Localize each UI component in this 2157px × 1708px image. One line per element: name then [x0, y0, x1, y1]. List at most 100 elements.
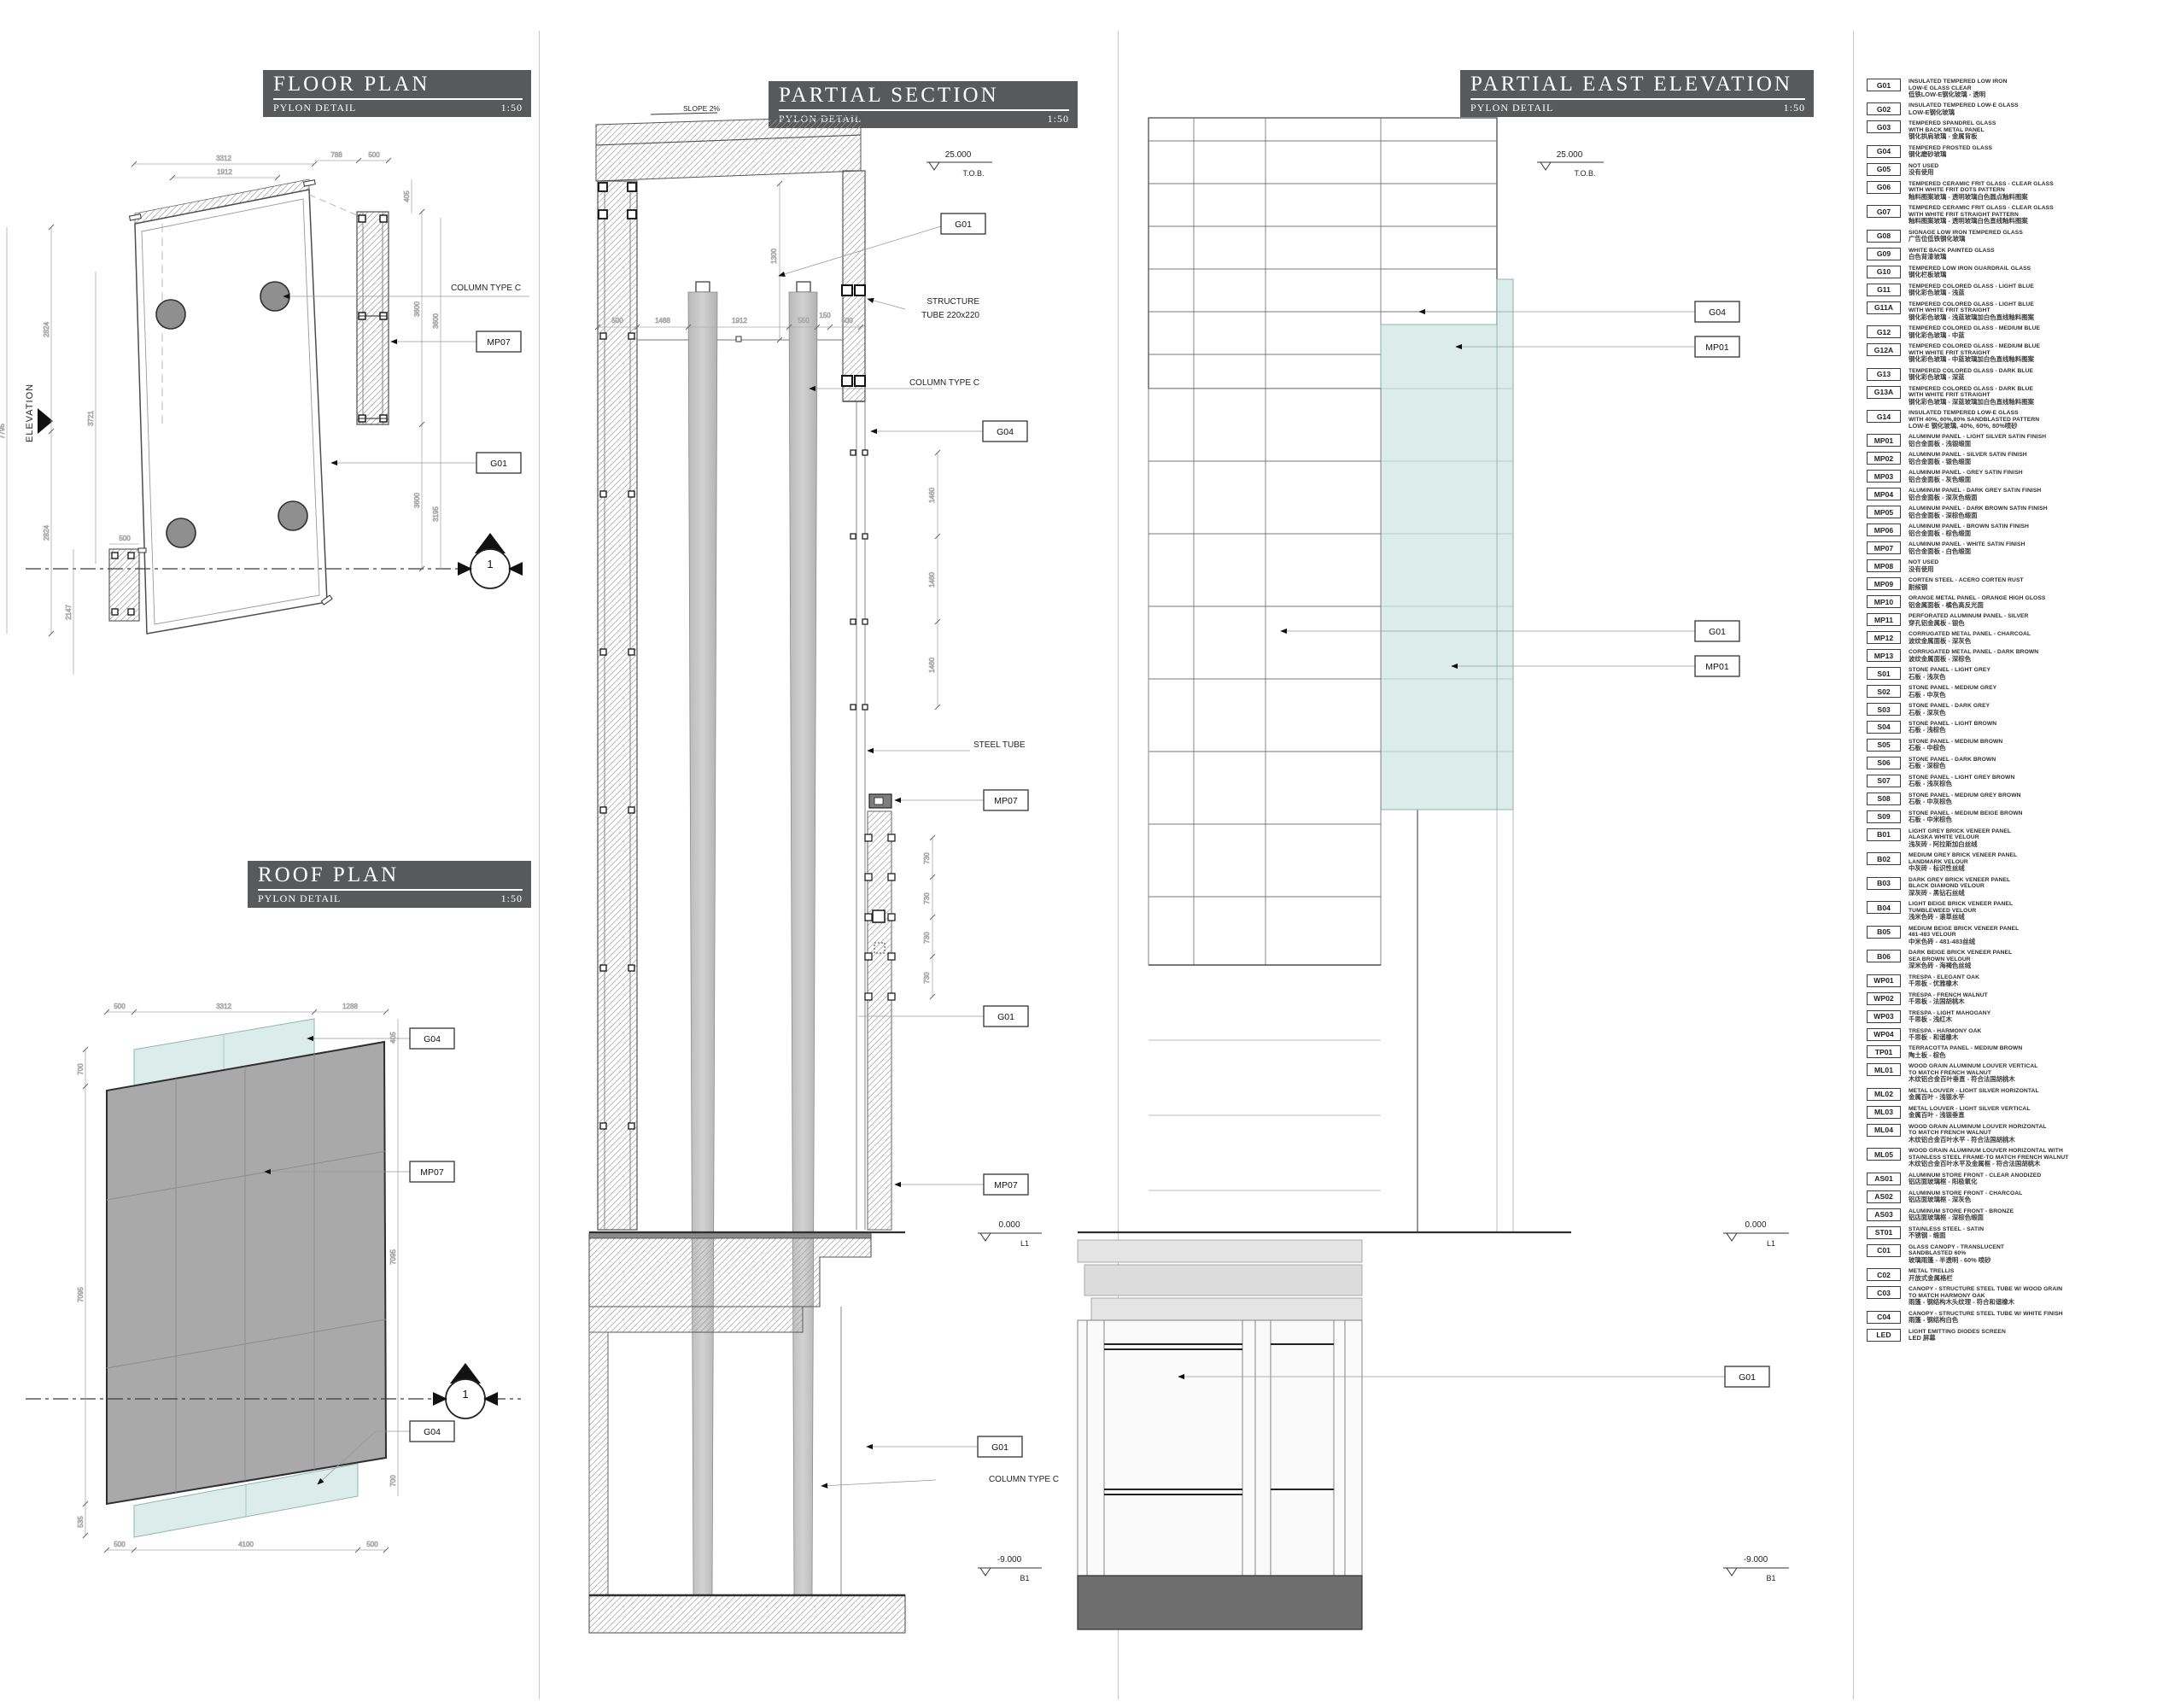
legend-entry-en-line: LIGHT EMITTING DIODES SCREEN	[1909, 1328, 2006, 1335]
section-ground-slab	[588, 1231, 905, 1333]
legend-entry-en-line: ALUMINUM PANEL - WHITE SATIN FINISH	[1909, 541, 2025, 548]
legend-entry-cn-line: 雨篷 - 钢结构白色	[1909, 1316, 1959, 1325]
legend-entry-cn-line: 波纹金属面板 - 深棕色	[1909, 654, 1972, 663]
legend-code: AS01	[1867, 1172, 1901, 1185]
legend-entry: G03 TEMPERED SPANDREL GLASS WITH BACK META…	[1867, 120, 2148, 141]
svg-text:1460: 1460	[928, 572, 936, 588]
legend-entry-en-line: TO MATCH FRENCH WALNUT	[1909, 1069, 1992, 1076]
legend-entry-cn-line: 耐候钢	[1909, 582, 1928, 591]
legend-entry: G06 TEMPERED CERAMIC FRIT GLASS - CLEAR G…	[1867, 180, 2148, 202]
legend-entry-text: METAL LOUVER - LIGHT SILVER HORIZONTAL 金属…	[1909, 1088, 2039, 1102]
legend-code: G09	[1867, 247, 1901, 260]
svg-text:500: 500	[366, 1541, 378, 1548]
legend-entry-en-line: STONE PANEL - LIGHT GREY BROWN	[1909, 774, 2015, 781]
legend-entry-cn-line: 千思板 - 浅红木	[1909, 1015, 1952, 1024]
panel-divider	[1853, 31, 1854, 1699]
legend-code: ML01	[1867, 1063, 1901, 1077]
legend-entry-text: ALUMINUM PANEL - DARK GREY SATIN FINISH 铝…	[1909, 488, 2041, 501]
legend-code: G11	[1867, 283, 1901, 296]
legend-entry: MP01 ALUMINUM PANEL - LIGHT SILVER SATIN …	[1867, 434, 2148, 447]
legend-entry-cn-line: 石板 - 中棕色	[1909, 744, 1946, 752]
svg-text:MP01: MP01	[1705, 342, 1729, 353]
legend-code: B01	[1867, 828, 1901, 841]
legend-entry: MP10 ORANGE METAL PANEL - ORANGE HIGH GLO…	[1867, 595, 2148, 609]
legend-entry-en-line: BLACK DIAMOND VELOUR	[1909, 883, 1985, 890]
legend-entry: G10 TEMPERED LOW IRON GUARDRAIL GLASS 钢化栏板…	[1867, 265, 2148, 279]
legend-entry: G08 SIGNAGE LOW IRON TEMPERED GLASS 广告位低铁钢…	[1867, 229, 2148, 243]
legend-entry-text: TEMPERED COLORED GLASS - DARK BLUE WITH W…	[1909, 386, 2034, 407]
legend-entry: ML05 WOOD GRAIN ALUMINUM LOUVER HORIZONTA…	[1867, 1148, 2148, 1168]
legend-entry-cn-line: 铝店面玻璃框 - 深棕色缎面	[1909, 1214, 1984, 1222]
legend-entry-en-line: WITH WHITE FRIT STRAIGHT	[1909, 307, 1990, 314]
legend-entry-en-line: WHITE BACK PAINTED GLASS	[1909, 247, 1995, 254]
legend-code: ML04	[1867, 1123, 1901, 1137]
svg-text:3312: 3312	[216, 1003, 231, 1010]
legend-entry-cn-line: 钢化彩色玻璃 - 中蓝	[1909, 330, 1965, 339]
legend-entry-en-line: METAL LOUVER - LIGHT SILVER VERTICAL	[1909, 1105, 2031, 1112]
svg-text:500: 500	[368, 151, 380, 159]
legend-entry-en-line: CORTEN STEEL - ACERO CORTEN RUST	[1909, 577, 2024, 584]
g01-tag	[476, 452, 522, 474]
legend-code: C02	[1867, 1268, 1901, 1282]
legend-code: C03	[1867, 1286, 1901, 1300]
legend-entry-text: ALUMINUM PANEL - GREY SATIN FINISH 铝合金面板 …	[1909, 470, 2023, 483]
legend-entry: MP02 ALUMINUM PANEL - SILVER SATIN FINISH…	[1867, 452, 2148, 465]
legend-entry-en-line: SIGNAGE LOW IRON TEMPERED GLASS	[1909, 229, 2023, 236]
legend-entry-en-line: STONE PANEL - MEDIUM GREY BROWN	[1909, 792, 2021, 798]
legend-entry: WP02 TRESPA - FRENCH WALNUT 千思板 - 法国胡桃木	[1867, 991, 2148, 1006]
mp01-tag	[1694, 336, 1740, 358]
legend-code: MP02	[1867, 452, 1901, 465]
svg-text:1300: 1300	[770, 249, 778, 264]
legend-entry-text: ALUMINUM PANEL - SILVER SATIN FINISH 铝合金面…	[1909, 452, 2027, 465]
floor-plan-title: FLOOR PLAN	[273, 73, 523, 100]
legend-entry-cn-line: 陶土板 - 棕色	[1909, 1050, 1946, 1059]
legend-entry-en-line: METAL TRELLIS	[1909, 1268, 1955, 1275]
legend-entry-cn-line: 石板 - 中灰色	[1909, 690, 1946, 699]
g04-tag	[409, 1420, 455, 1442]
roof-plan-scale: 1:50	[500, 892, 523, 904]
legend-entry-en-line: TEMPERED COLORED GLASS - MEDIUM BLUE	[1909, 343, 2041, 350]
legend-entry-text: NOT USED 没有使用	[1909, 163, 1938, 177]
legend-entry: MP06 ALUMINUM PANEL - BROWN SATIN FINISH 铝…	[1867, 524, 2148, 537]
g01-tag	[1724, 1366, 1770, 1388]
legend-entry-text: SIGNAGE LOW IRON TEMPERED GLASS 广告位低铁钢化玻璃	[1909, 230, 2023, 243]
legend-entry-text: TEMPERED COLORED GLASS - MEDIUM BLUE WITH…	[1909, 343, 2040, 364]
legend-entry-text: MEDIUM GREY BRICK VENEER PANEL LANDMARK V…	[1909, 852, 2017, 873]
legend-code: S08	[1867, 792, 1901, 805]
legend-entry-text: TEMPERED FROSTED GLASS 钢化磨砂玻璃	[1909, 145, 1992, 159]
legend-entry: TP01 TERRACOTTA PANEL - MEDIUM BROWN 陶土板 -…	[1867, 1045, 2148, 1059]
legend-code: S07	[1867, 774, 1901, 787]
legend-entry-text: ALUMINUM PANEL - DARK BROWN SATIN FINISH…	[1909, 506, 2048, 519]
roof-plan-glass-strip-bottom	[133, 1463, 359, 1538]
legend-entry-cn-line: 石板 - 浅灰色	[1909, 672, 1946, 681]
roof-plan-section-number: 1	[462, 1388, 468, 1401]
g01-tag	[1694, 620, 1740, 642]
legend-entry-cn-line: 开放式金属格栏	[1909, 1273, 1953, 1282]
legend-entry-en-line: MEDIUM GREY BRICK VENEER PANEL	[1909, 852, 2018, 859]
legend-entry-en-line: TEMPERED FROSTED GLASS	[1909, 144, 1993, 151]
legend-entry-text: GLASS CANOPY - TRANSLUCENT SANDBLASTED 60…	[1909, 1244, 2004, 1265]
legend-entry: ML02 METAL LOUVER - LIGHT SILVER HORIZONT…	[1867, 1087, 2148, 1102]
legend-entry-en-line: LIGHT GREY BRICK VENEER PANEL	[1909, 828, 2012, 834]
legend-entry: MP04 ALUMINUM PANEL - DARK GREY SATIN FIN…	[1867, 488, 2148, 501]
legend-entry-text: TERRACOTTA PANEL - MEDIUM BROWN 陶土板 - 棕色	[1909, 1045, 2022, 1059]
legend-entry-text: TEMPERED COLORED GLASS - MEDIUM BLUE 钢化彩色…	[1909, 325, 2040, 339]
svg-text:B1: B1	[1766, 1574, 1775, 1582]
legend-entry-en-line: TEMPERED COLORED GLASS - LIGHT BLUE	[1909, 283, 2034, 290]
legend-entry-cn-line: 千思板 - 法国胡桃木	[1909, 997, 1965, 1006]
legend-entry-text: TEMPERED LOW IRON GUARDRAIL GLASS 钢化栏板玻璃	[1909, 266, 2031, 279]
legend-code: S01	[1867, 667, 1901, 681]
legend-entry-text: LIGHT GREY BRICK VENEER PANEL ALASKA WHIT…	[1909, 828, 2011, 849]
roof-plan-dimensions: 500 3312 1288 700 7095 535 500 4100 500 …	[77, 1003, 399, 1553]
svg-text:500: 500	[114, 1541, 126, 1548]
legend-code: LED	[1867, 1328, 1901, 1342]
legend-entry-text: METAL TRELLIS 开放式金属格栏	[1909, 1268, 1954, 1282]
legend-entry-en-line: CORRUGATED METAL PANEL - DARK BROWN	[1909, 649, 2039, 656]
roof-plan-panel	[106, 1040, 388, 1506]
svg-text:500: 500	[114, 1003, 126, 1010]
section-lower-mullion	[864, 793, 896, 1231]
legend-entry-text: STONE PANEL - LIGHT BROWN 石板 - 浅棕色	[1909, 721, 1996, 734]
legend-entry-en-line: ALUMINUM STORE FRONT - BRONZE	[1909, 1208, 2014, 1214]
svg-text:1488: 1488	[655, 317, 670, 325]
section-annotations: G01 STRUCTURE TUBE 220x220 COLUMN TYPE C…	[778, 213, 1059, 1489]
